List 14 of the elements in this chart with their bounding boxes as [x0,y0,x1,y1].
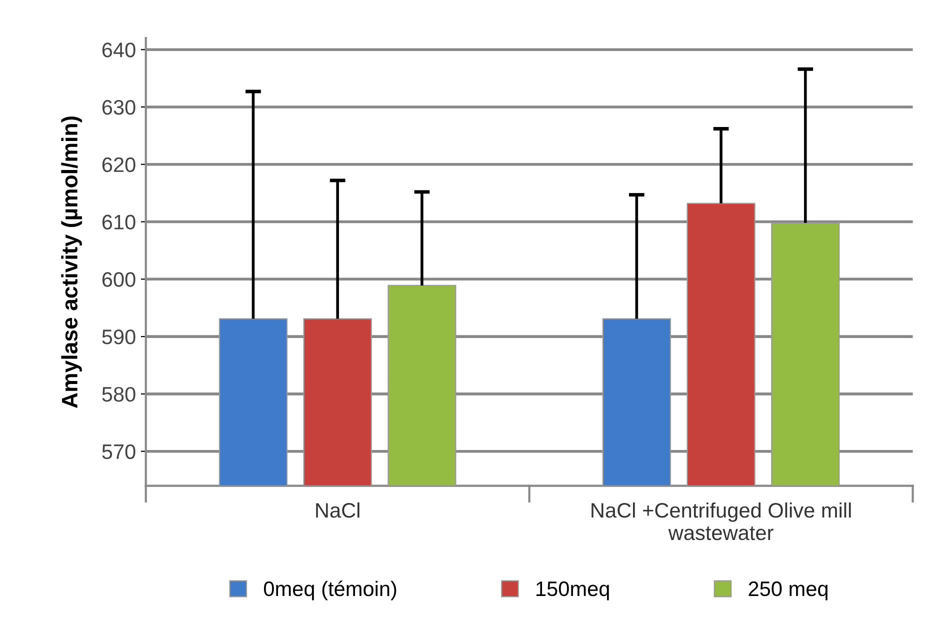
x-tick-label: NaCl +Centrifuged Olive mill wastewater [592,502,851,540]
y-tick-label: 570 [102,444,136,460]
y-tick-label: 580 [102,386,136,402]
legend-label: 150meq [536,581,609,600]
y-tick-label: 600 [102,272,136,287]
y-axis-title: Amylase activity (µmol/min) [61,116,82,408]
legend-label: 250 meq [748,581,828,600]
y-tick-label: 640 [102,42,136,58]
y-tick-label: 630 [102,100,136,115]
legend-label: 0meq (témoin) [264,580,396,600]
y-tick-label: 610 [102,214,136,230]
x-tick-label: NaCl [316,502,360,518]
y-tick-label: 590 [102,330,136,344]
y-tick-label: 620 [102,157,136,172]
